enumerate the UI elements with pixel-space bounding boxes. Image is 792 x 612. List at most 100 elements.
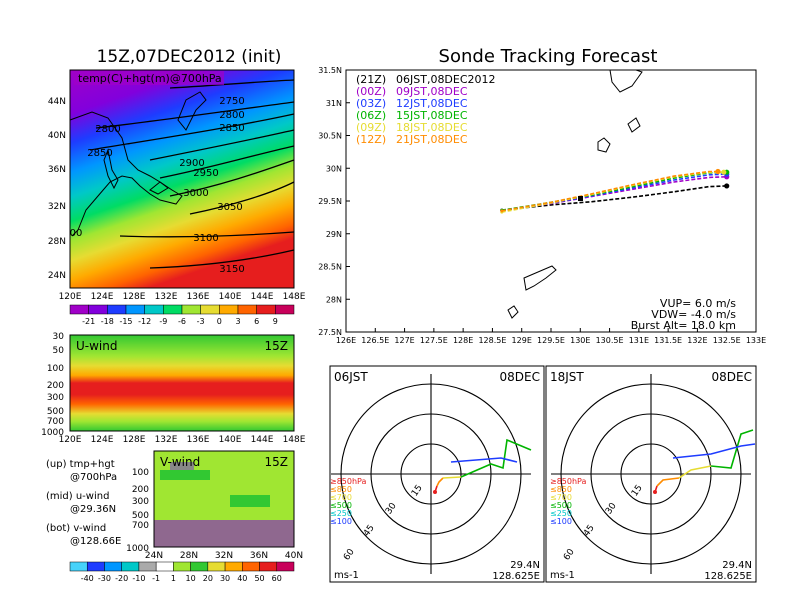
coastline-islands [149,91,207,195]
contour-label: 2800 [95,124,120,135]
temp-label-bg [74,71,224,85]
hodo-level-legend: ≤100 [330,517,352,526]
coastline-japan [69,111,183,237]
tracking-lon-tick: 129E [512,336,532,345]
tracking-lon-tick: 131E [629,336,649,345]
temp-colorbar-swatch [219,304,239,315]
vwind-frame [153,450,295,548]
tracking-legend-code: (00Z) [356,85,386,98]
uwind-lon-tick: 128E [123,435,146,445]
vwind-lat-tick: 40N [285,551,303,561]
note-1-b: @700hPa [70,472,117,483]
temp-lat-tick: 36N [48,165,66,175]
island-amami [523,265,557,291]
hodo1-date: 08DEC [500,370,540,384]
vwind-lat-tick: 32N [215,551,233,561]
wind-colorbar-label: 60 [272,574,282,583]
tracking-lon-tick: 128.5E [478,336,506,345]
temp-frame [69,69,295,289]
tracking-lon-tick: 128E [453,336,473,345]
vwind-blob-2 [230,495,270,507]
tracking-lat-tick: 30.5N [318,132,342,141]
tracking-legend-label: 12JST,08DEC [396,97,468,110]
wind-colorbar-label: -40 [81,574,94,583]
tracking-legend-label: 06JST,08DEC2012 [396,73,496,86]
hodo-level-legend: ≤850 [550,485,572,494]
wind-colorbar-label: 20 [203,574,213,583]
hodo1-units: ms-1 [334,570,359,581]
contour-label: 2800 [219,110,244,121]
temp-lon-tick: 144E [251,292,274,302]
vwind-pressure-tick: 300 [132,497,149,507]
temp-colorbar-label: 6 [254,317,259,326]
tracking-lat-tick: 27.5N [318,328,342,337]
uwind-lon-tick: 120E [59,435,82,445]
temp-lat-ticks: 44N 40N 36N 32N 28N 24N [48,97,66,281]
wind-colorbar-label: 1 [171,574,176,583]
hodo-start [653,490,657,494]
temp-colorbar-swatch [256,304,276,315]
tracking-lon-tick: 131.5E [654,336,682,345]
tracking-lon-tick: 130E [570,336,590,345]
temp-colorbar-label: 3 [235,317,240,326]
temp-colorbar-label: -12 [138,317,151,326]
vwind-lat-tick: 28N [180,551,198,561]
temp-colorbar-label: -21 [82,317,95,326]
wind-colorbar-label: -20 [115,574,128,583]
wind-colorbar-label: -30 [98,574,111,583]
hodo-segment [442,476,462,479]
tracking-lon-tick: 133E [746,336,766,345]
temp-lat-tick: 28N [48,237,66,247]
vwind-blob-4 [170,462,194,470]
uwind-pressure-tick: 700 [47,417,64,427]
temp-colorbar-label: -3 [197,317,205,326]
temp-colorbar-label: 9 [273,317,278,326]
tracking-lon-ticks: 126E 126.5E 127E 127.5E 128E 128.5E 129E 129.5E… [336,328,766,345]
temp-panel-label: temp(C)+hgt(m)@700hPa [78,72,222,85]
tracking-lon-tick: 130.5E [596,336,624,345]
tracking-lon-tick: 126E [336,336,356,345]
tracking-legend-label: 18JST,08DEC [396,121,468,134]
temp-lon-tick: 136E [187,292,210,302]
track-line [501,185,727,211]
uwind-lon-tick: 148E [283,435,306,445]
vwind-pressure-tick: 1000 [126,544,149,554]
temp-colorbar-swatch [200,304,220,315]
tracking-lon-tick: 132.5E [713,336,741,345]
vwind-lat-ticks: 24N 28N 32N 36N 40N [145,551,303,561]
wind-colorbar-label: -10 [132,574,145,583]
wind-colorbar-swatch [190,561,209,572]
hodo-segment [450,457,518,463]
height-contour-line [169,79,295,89]
release-point [578,196,583,201]
tracking-lon-tick: 127E [394,336,414,345]
uwind-pressure-tick: 50 [53,346,65,356]
temp-lat-tick: 44N [48,97,66,107]
height-contour-line [95,101,295,129]
height-contour-line [119,231,295,238]
hodo-level-legend: ≤850 [330,485,352,494]
hodo-segment [460,438,532,478]
wind-colorbar-swatch [104,561,122,572]
temp-lat-tick: 24N [48,271,66,281]
temp-colorbar-swatch [237,304,257,315]
uwind-lon-tick: 124E [91,435,114,445]
panel-notes: (up) tmp+hgt @700hPa (mid) u-wind @29.36… [46,459,121,547]
temp-colorbar-swatch [69,304,89,315]
temp-colorbar-swatch [181,304,201,315]
tracking-lat-tick: 28.5N [318,263,342,272]
contour-label: 00 [70,228,83,239]
uwind-frame [69,334,295,432]
temp-colorbar: -21 -18 -15 -12 -9 -6 -3 0 3 6 9 [69,304,295,326]
hodo2-lon: 128.625E [704,571,752,582]
vwind-pressure-tick: 100 [132,468,149,478]
tracking-frame [345,69,757,333]
island-north [609,69,643,93]
temp-lon-tick: 120E [59,292,82,302]
hodo2-lat: 29.4N [722,560,752,571]
tracking-panel: (21Z) 06JST,08DEC2012 (00Z) 09JST,08DEC (03Z… [318,66,766,345]
